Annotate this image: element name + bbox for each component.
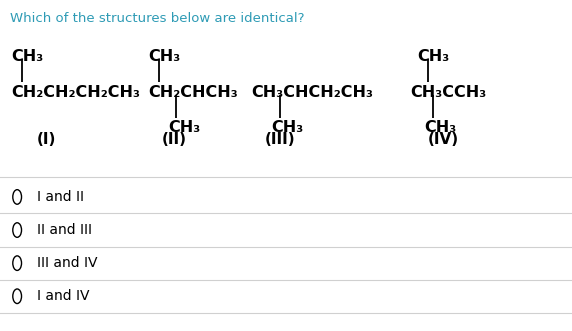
Text: CH₃: CH₃	[424, 120, 456, 135]
Text: CH₃: CH₃	[149, 49, 181, 64]
Text: CH₂CHCH₃: CH₂CHCH₃	[149, 85, 239, 100]
Text: CH₃: CH₃	[418, 49, 450, 64]
Text: CH₃: CH₃	[168, 120, 200, 135]
Text: I and IV: I and IV	[37, 289, 90, 303]
Text: CH₃CHCH₂CH₃: CH₃CHCH₂CH₃	[252, 85, 374, 100]
Text: CH₃: CH₃	[271, 120, 303, 135]
Text: (I): (I)	[37, 131, 57, 147]
Text: I and II: I and II	[37, 190, 84, 204]
Text: CH₃: CH₃	[11, 49, 43, 64]
Text: III and IV: III and IV	[37, 256, 98, 270]
Text: (IV): (IV)	[428, 131, 459, 147]
Text: II and III: II and III	[37, 223, 92, 237]
Text: Which of the structures below are identical?: Which of the structures below are identi…	[10, 12, 305, 24]
Text: CH₂CH₂CH₂CH₃: CH₂CH₂CH₂CH₃	[11, 85, 141, 100]
Text: (II): (II)	[161, 131, 186, 147]
Text: (III): (III)	[264, 131, 295, 147]
Text: CH₃CCH₃: CH₃CCH₃	[411, 85, 487, 100]
